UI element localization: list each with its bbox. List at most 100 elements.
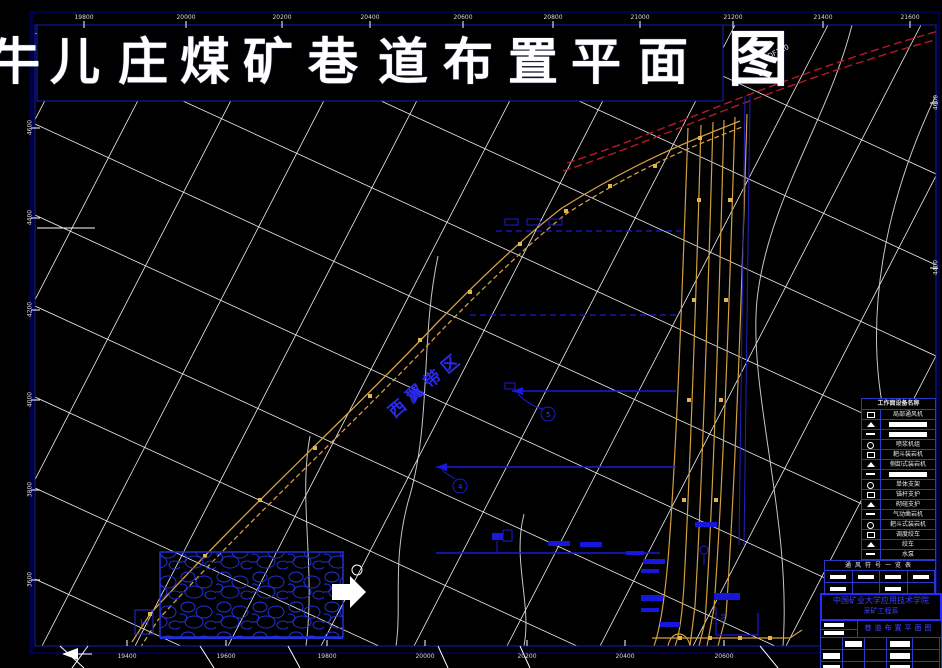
- legend-row: [862, 430, 935, 440]
- vent-symbol-cell: [880, 571, 908, 583]
- symbol-glyph: [866, 473, 875, 475]
- vent-table-header: 通风符号一览表: [825, 561, 935, 571]
- title-char: 牛: [0, 33, 40, 91]
- symbol-glyph: [867, 442, 874, 449]
- symbol-glyph: [866, 553, 875, 555]
- sealed-wall-bars: [548, 522, 740, 627]
- legend-symbol-icon: [862, 540, 881, 549]
- legend-symbol-icon: [862, 500, 881, 509]
- legend-symbol-icon: [862, 450, 881, 459]
- cell-text-block: [823, 652, 840, 659]
- top-coordinate-label: 20600: [453, 14, 473, 21]
- legend-label: 侧卸式装岩机: [889, 461, 926, 468]
- legend-symbol-icon: [862, 440, 881, 449]
- direction-arrow: [332, 576, 366, 608]
- vent-symbol-cell: [852, 571, 880, 583]
- title-block-cell: [865, 662, 887, 668]
- title-block-cell: [913, 650, 940, 662]
- title-char: 煤: [180, 33, 230, 91]
- legend-label: [881, 430, 935, 439]
- legend-label: 局部通风机: [892, 411, 923, 418]
- equipment-legend: 工作面设备名称 局部通风机喷浆机组 耙斗装岩机侧卸式装岩机 单体支架锚杆支护 砌碹支护…: [861, 398, 936, 570]
- legend-row: [862, 470, 935, 480]
- legend-symbol-icon: [862, 480, 881, 489]
- legend-row: [862, 420, 935, 430]
- title-char: 巷: [308, 33, 358, 91]
- institution-name: 中国矿业大学应用技术学院: [833, 596, 929, 605]
- title-block-cell: [821, 638, 843, 650]
- legend-label: 绞车: [901, 541, 914, 548]
- title-char: 矿: [243, 33, 293, 91]
- left-coordinate-label: 3800: [26, 481, 34, 498]
- legend-row: 水泵: [862, 550, 935, 560]
- legend-row: 侧卸式装岩机: [862, 460, 935, 470]
- legend-row: 绞车: [862, 540, 935, 550]
- legend-symbol-icon: [862, 510, 881, 519]
- legend-row: 气动凿岩机: [862, 510, 935, 520]
- legend-header: 工作面设备名称: [862, 399, 935, 410]
- left-coordinate-label: 4400: [26, 209, 34, 226]
- bottom-coordinate-label: 19600: [216, 653, 236, 660]
- plan-arrow: [62, 648, 78, 660]
- legend-label: [881, 420, 935, 429]
- legend-row: 锚杆支护: [862, 490, 935, 500]
- title-char: 图: [728, 25, 788, 95]
- balloon-label-5: 5: [546, 411, 550, 419]
- symbol-glyph: [867, 482, 874, 489]
- legend-label: 砌碹支护: [895, 501, 920, 508]
- cell-text-block: [889, 652, 910, 659]
- roadway-cluster-lines: [652, 113, 803, 646]
- ventilation-symbol-table: 通风符号一览表: [824, 560, 936, 596]
- bottom-coordinate-label: 19400: [117, 653, 137, 660]
- legend-label: 单体支架: [895, 481, 920, 488]
- title-block-cell: [821, 650, 843, 662]
- department-name: 采矿工程系: [863, 607, 899, 615]
- right-coordinate-label: 4400: [932, 259, 940, 276]
- signature-cell: [821, 621, 857, 630]
- top-coordinate-label: 20800: [543, 14, 563, 21]
- cell-text-block: [823, 664, 840, 668]
- title-char: 道: [378, 33, 428, 91]
- symbol-glyph: [866, 513, 875, 515]
- survey-station-markers: [148, 136, 772, 640]
- main-roadway-lines: [131, 120, 743, 646]
- title-block-grid: [820, 638, 942, 668]
- title-block-cell: [843, 650, 865, 662]
- legend-label: 耙斗式装岩机: [889, 521, 926, 528]
- title-block-cell: [887, 638, 913, 650]
- sheet-title: 巷道布置平面图: [864, 624, 935, 632]
- title-char: 置: [508, 33, 558, 91]
- vent-symbol-glyph: [885, 586, 902, 591]
- sheet-frame: [29, 11, 940, 654]
- legend-symbol-icon: [862, 470, 881, 479]
- fault-lines: [562, 30, 936, 172]
- legend-label: 水泵: [901, 551, 914, 558]
- symbol-glyph: [867, 542, 875, 547]
- redacted-label-block: [889, 432, 927, 437]
- left-coordinate-label: 4000: [26, 391, 34, 408]
- symbol-glyph: [867, 422, 875, 427]
- top-coordinate-label: 20400: [360, 14, 380, 21]
- legend-row: 调度绞车: [862, 530, 935, 540]
- legend-label: [881, 470, 935, 479]
- title-block-cell: [887, 650, 913, 662]
- symbol-glyph: [867, 492, 875, 498]
- top-coordinate-label: 20200: [272, 14, 292, 21]
- legend-label: 耙斗装岩机: [892, 451, 923, 458]
- top-coordinate-label: 20000: [176, 14, 196, 21]
- vent-symbol-glyph: [830, 586, 847, 591]
- legend-row: 耙斗式装岩机: [862, 520, 935, 530]
- title-char: 庄: [118, 33, 168, 91]
- title-block: 中国矿业大学应用技术学院 采矿工程系 巷道布置平面图: [820, 593, 942, 668]
- vent-symbol-glyph: [857, 574, 874, 579]
- title-block-cell: [865, 638, 887, 650]
- bottom-coordinate-label: 20200: [517, 653, 537, 660]
- legend-symbol-icon: [862, 520, 881, 529]
- symbol-glyph: [867, 502, 875, 507]
- legend-row: 喷浆机组: [862, 440, 935, 450]
- top-coordinate-label: 21000: [630, 14, 650, 21]
- title-char: 平: [571, 33, 621, 91]
- top-coordinate-label: 21200: [723, 14, 743, 21]
